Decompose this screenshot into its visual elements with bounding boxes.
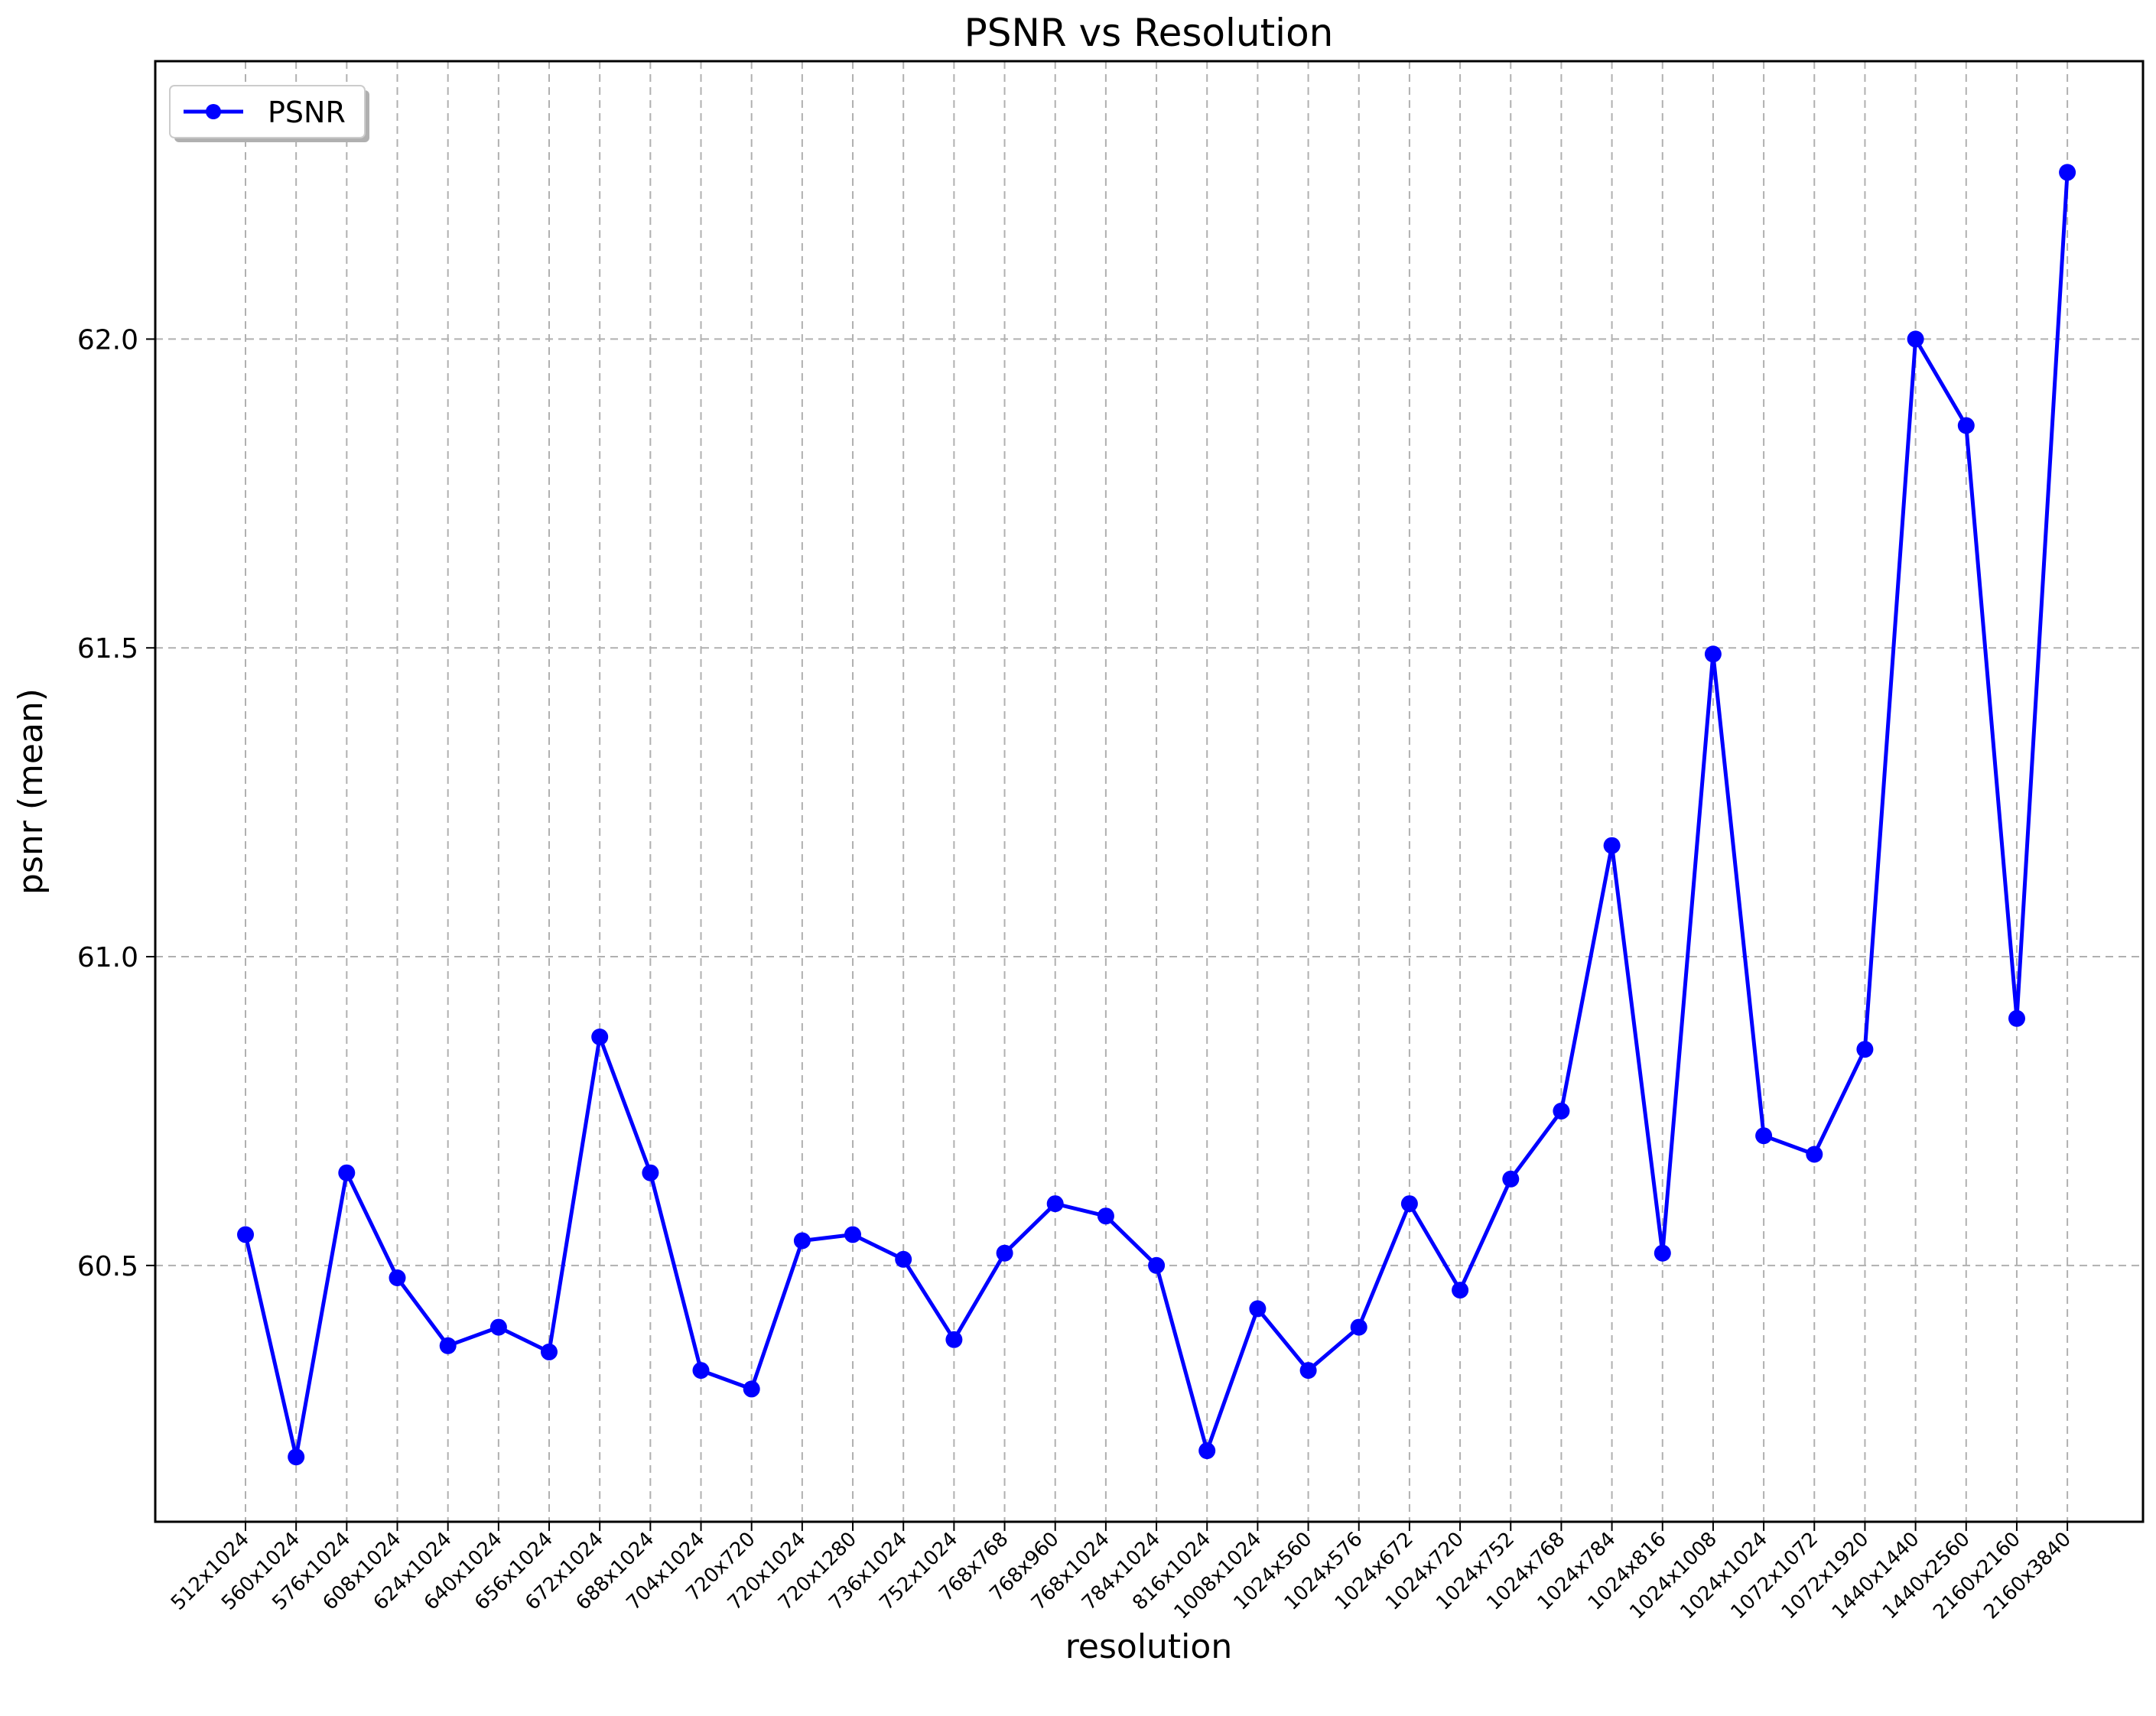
data-point xyxy=(1856,1041,1874,1058)
data-point xyxy=(743,1380,760,1398)
data-point xyxy=(591,1029,609,1045)
data-point xyxy=(338,1164,356,1181)
data-point xyxy=(1350,1318,1367,1336)
series-layer xyxy=(237,164,2076,1466)
plot-frame xyxy=(154,60,2145,1523)
data-point xyxy=(1097,1207,1114,1225)
data-point xyxy=(996,1244,1013,1262)
grid-lines xyxy=(155,61,2143,1522)
data-point xyxy=(793,1232,811,1250)
data-point xyxy=(1148,1256,1166,1274)
data-point xyxy=(1452,1282,1469,1299)
y-tick-label: 61.0 xyxy=(77,942,138,973)
data-point xyxy=(1603,837,1621,854)
data-point xyxy=(2008,1009,2025,1027)
y-tick-label: 60.5 xyxy=(77,1251,138,1282)
data-point xyxy=(945,1331,963,1348)
y-axis-label: psnr (mean) xyxy=(11,688,50,895)
legend-box xyxy=(169,85,366,138)
data-point xyxy=(1249,1300,1267,1318)
data-point xyxy=(895,1250,912,1268)
data-point xyxy=(1704,645,1722,663)
y-tick-label: 61.5 xyxy=(77,633,138,665)
data-point xyxy=(237,1226,254,1243)
data-point xyxy=(692,1362,710,1380)
data-point xyxy=(1806,1146,1823,1163)
data-point xyxy=(2059,164,2076,181)
axis-ticks: 512x1024560x1024576x1024608x1024624x1024… xyxy=(77,324,2076,1623)
data-point xyxy=(1299,1362,1317,1380)
data-point xyxy=(642,1164,659,1181)
chart-title: PSNR vs Resolution xyxy=(964,11,1334,55)
data-point xyxy=(1755,1127,1773,1145)
data-point xyxy=(1046,1195,1064,1213)
legend-label-psnr: PSNR xyxy=(268,96,346,129)
data-point xyxy=(439,1337,457,1354)
data-point xyxy=(844,1226,861,1243)
data-point xyxy=(1553,1102,1570,1120)
data-point xyxy=(1400,1195,1418,1213)
data-point xyxy=(1654,1244,1671,1262)
data-point xyxy=(1198,1442,1216,1460)
data-point xyxy=(288,1448,305,1466)
data-point xyxy=(541,1343,558,1360)
legend-marker-swatch xyxy=(206,104,221,119)
data-point xyxy=(1907,330,1924,348)
data-point xyxy=(1502,1170,1520,1188)
legend: PSNR xyxy=(169,85,369,142)
y-tick-label: 62.0 xyxy=(77,324,138,356)
data-point xyxy=(489,1318,507,1336)
data-point xyxy=(389,1269,406,1286)
data-point xyxy=(1957,417,1975,434)
x-axis-label: resolution xyxy=(1065,1627,1232,1666)
